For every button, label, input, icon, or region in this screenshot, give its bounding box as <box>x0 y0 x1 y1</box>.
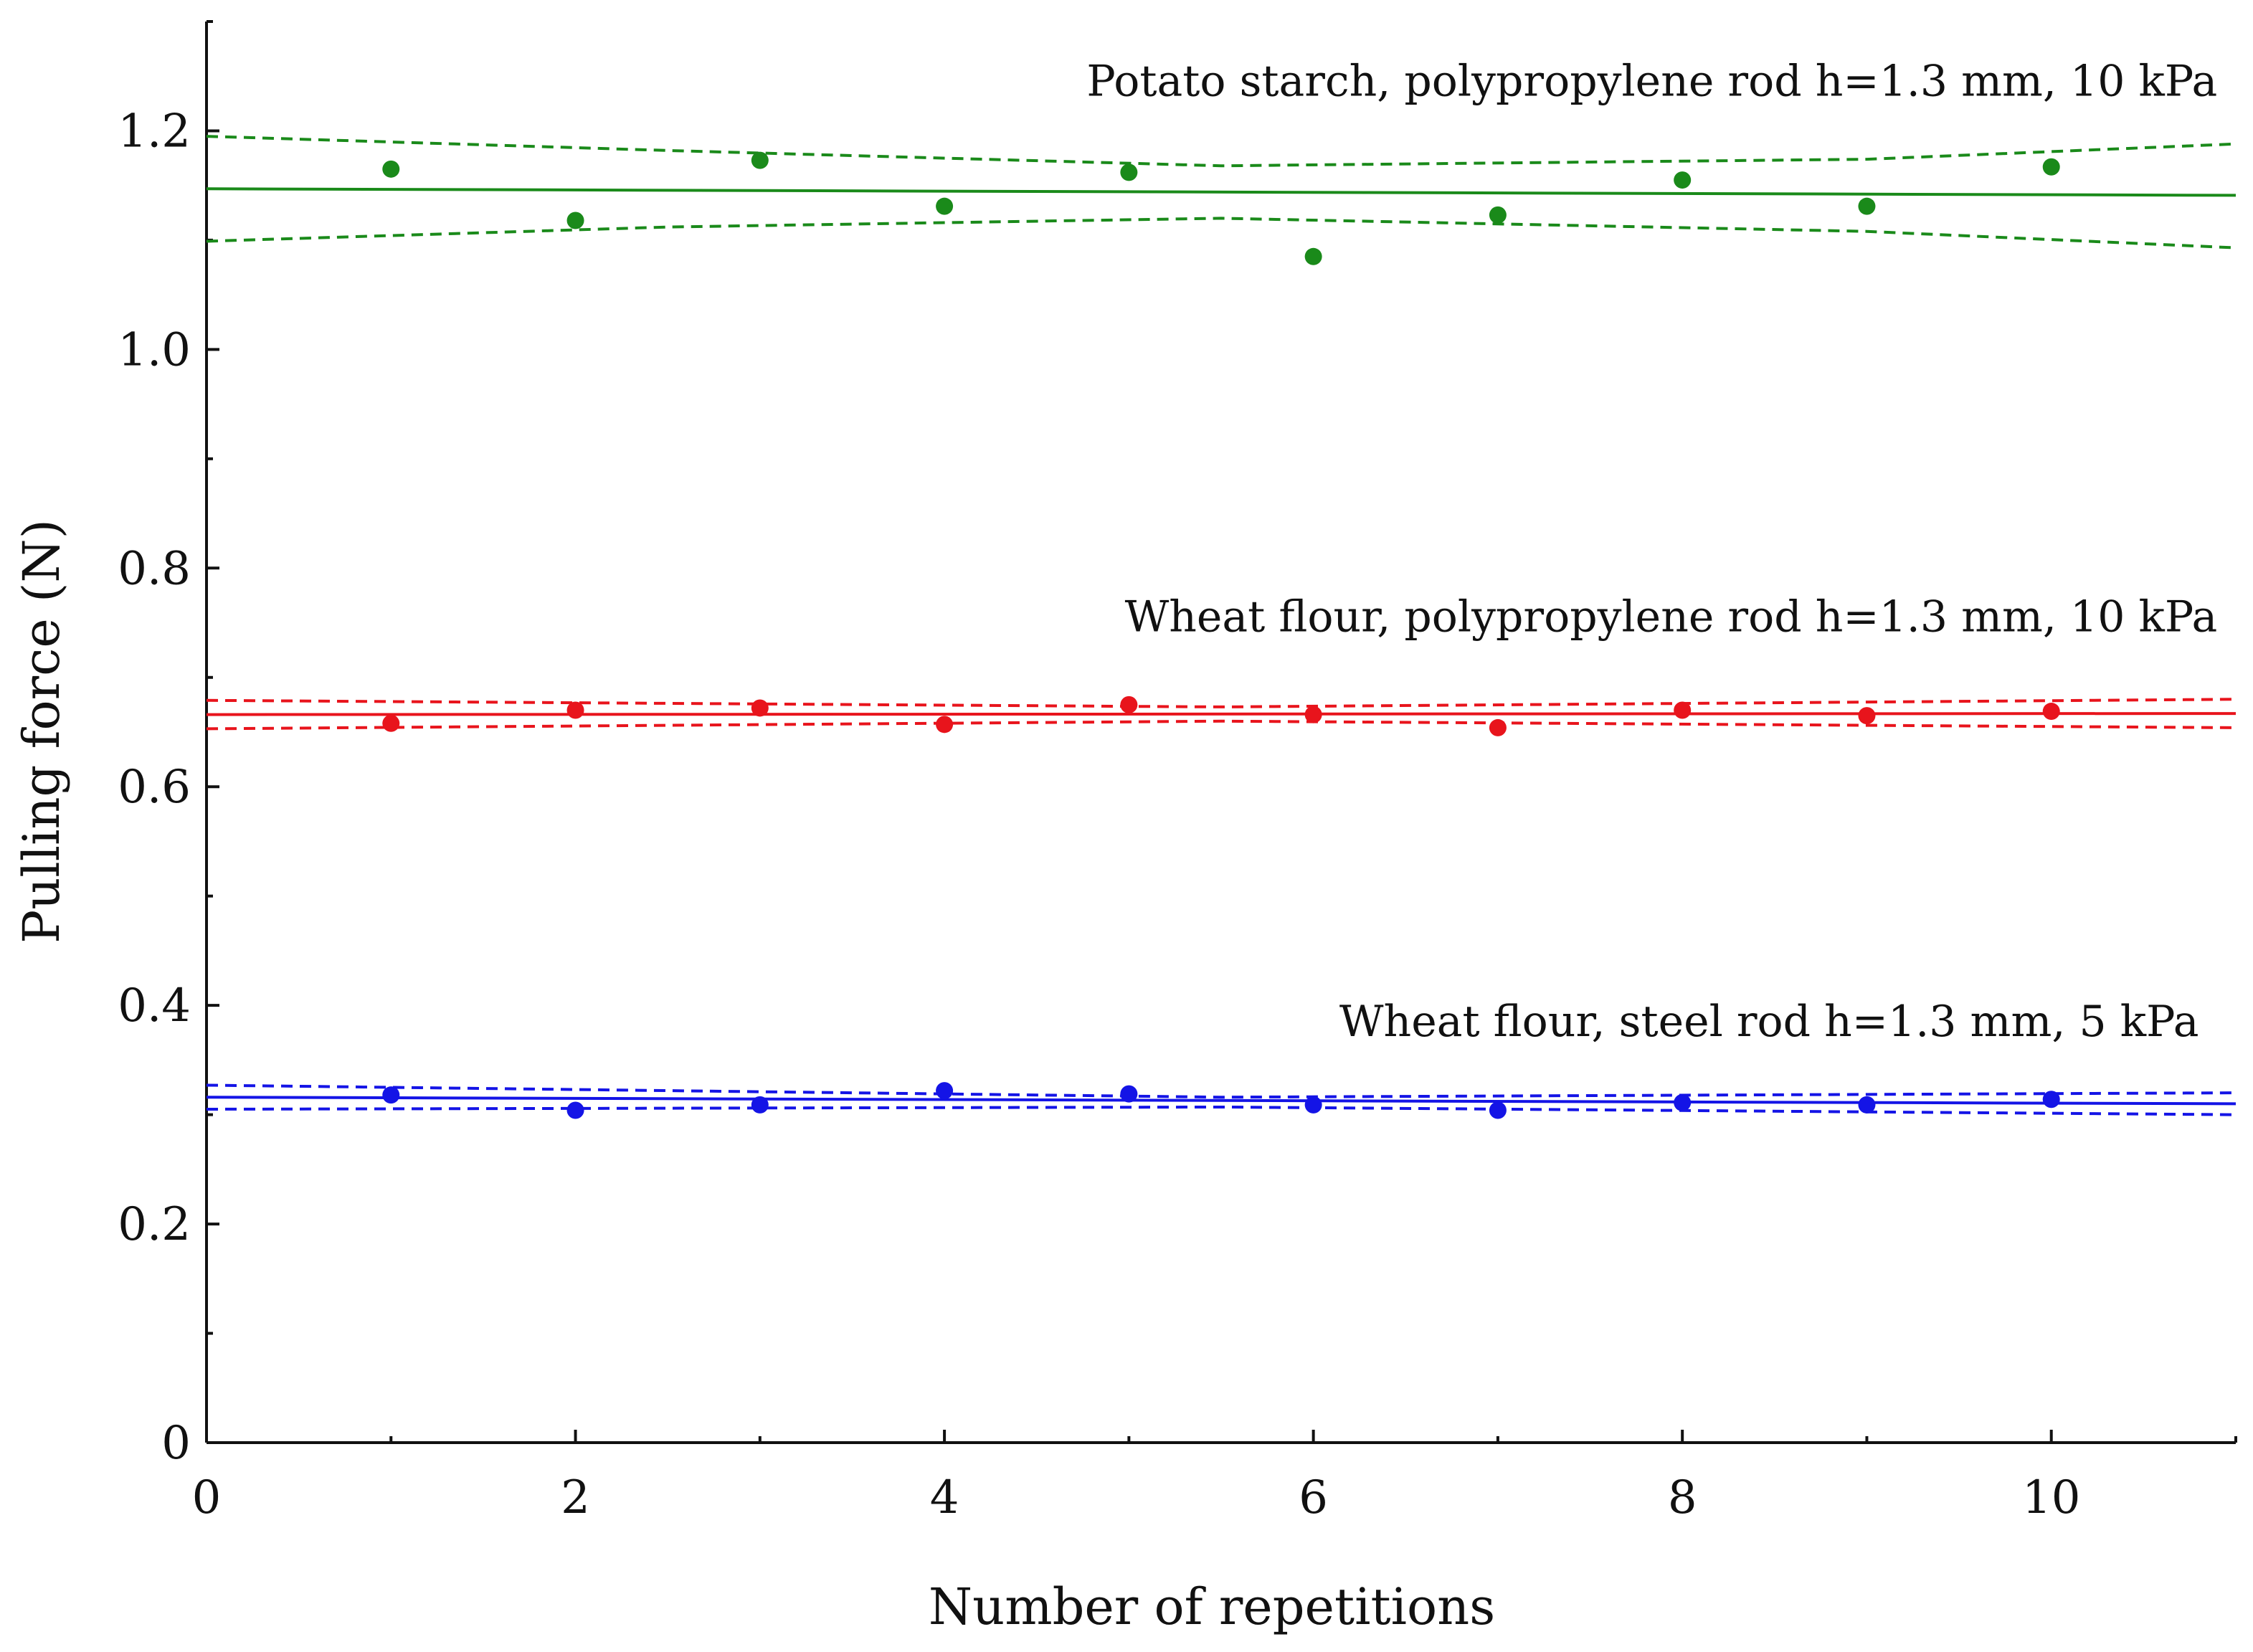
x-tick-label: 10 <box>2022 1471 2080 1524</box>
data-point <box>936 197 954 215</box>
x-tick-label: 6 <box>1299 1471 1328 1524</box>
y-tick-label: 1.2 <box>118 105 191 158</box>
regression-line <box>206 1096 2237 1106</box>
data-point <box>1489 1101 1507 1119</box>
data-point <box>1304 1096 1322 1114</box>
data-point <box>566 212 584 229</box>
data-point <box>1120 696 1138 713</box>
data-point <box>751 1096 769 1114</box>
confidence-band-upper <box>206 1083 2237 1099</box>
x-tick-label: 8 <box>1668 1471 1697 1524</box>
x-tick-label: 4 <box>930 1471 959 1524</box>
data-point <box>1858 1096 1876 1114</box>
data-point <box>751 699 769 717</box>
confidence-band-upper <box>206 135 2237 168</box>
data-point <box>382 714 400 732</box>
confidence-band-upper <box>206 698 2237 708</box>
annotations: Potato starch, polypropylene rod h=1.3 m… <box>1086 57 2217 1047</box>
series-group <box>206 135 2237 265</box>
data-point <box>1858 197 1876 215</box>
y-tick-label: 0 <box>161 1417 191 1470</box>
y-tick-label: 0.8 <box>118 542 191 595</box>
confidence-band-lower <box>206 1105 2237 1116</box>
data-point <box>936 716 954 734</box>
data-point <box>1304 247 1322 265</box>
x-ticks: 0 2 4 6 8 10 <box>192 1430 2237 1524</box>
y-ticks: 0 0.2 0.4 0.6 0.8 1.0 1.2 <box>118 20 219 1470</box>
y-tick-label: 0.2 <box>118 1198 191 1251</box>
data-point <box>936 1082 954 1100</box>
y-tick-label: 0.4 <box>118 979 191 1032</box>
data-point <box>1489 718 1507 736</box>
series-group <box>206 696 2237 736</box>
confidence-band-lower <box>206 217 2237 250</box>
data-point <box>1674 701 1692 719</box>
data-point <box>566 1101 584 1119</box>
y-tick-label: 1.0 <box>118 323 191 376</box>
series-group <box>206 1082 2237 1119</box>
x-tick-label: 0 <box>192 1471 222 1524</box>
data-point <box>566 701 584 719</box>
data-point <box>382 160 400 178</box>
data-point <box>1674 1093 1692 1111</box>
data-point <box>2042 1091 2060 1109</box>
regression-line <box>206 187 2237 197</box>
y-axis-title: Pulling force (N) <box>12 519 71 944</box>
series-annotation: Potato starch, polypropylene rod h=1.3 m… <box>1086 57 2217 107</box>
y-tick-label: 0.6 <box>118 761 191 814</box>
series-layer <box>206 135 2237 1119</box>
data-point <box>1489 206 1507 224</box>
confidence-band-lower <box>206 719 2237 731</box>
data-point <box>751 151 769 169</box>
plot-area: 0 2 4 6 8 10 0 0.2 0.4 0.6 0.8 1.0 1.2 Potato starc… <box>118 20 2237 1524</box>
data-point <box>1858 707 1876 725</box>
data-point <box>1120 163 1138 181</box>
data-point <box>382 1086 400 1104</box>
data-point <box>1304 706 1322 723</box>
data-point <box>2042 703 2060 721</box>
data-point <box>2042 158 2060 176</box>
x-axis-title: Number of repetitions <box>929 1577 1495 1636</box>
data-point <box>1120 1085 1138 1103</box>
data-point <box>1674 171 1692 189</box>
series-annotation: Wheat flour, steel rod h=1.3 mm, 5 kPa <box>1339 997 2199 1047</box>
series-annotation: Wheat flour, polypropylene rod h=1.3 mm,… <box>1125 592 2218 642</box>
x-tick-label: 2 <box>561 1471 590 1524</box>
regression-line <box>206 712 2237 716</box>
